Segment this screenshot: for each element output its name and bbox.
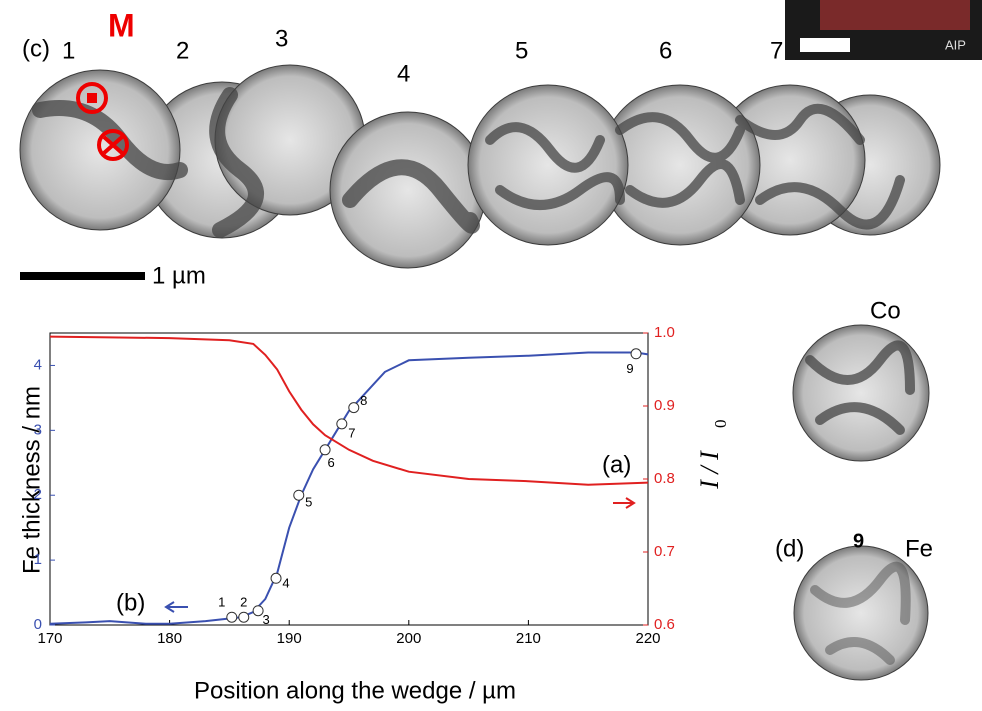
image-label: 6 [659, 37, 672, 64]
marker [252, 605, 264, 617]
domain [735, 103, 905, 230]
magnetization-symbols [76, 82, 129, 161]
marker [226, 611, 238, 623]
marker [336, 418, 348, 430]
y2-tick-label: 0.6 [654, 616, 675, 633]
marker [270, 572, 282, 584]
fe-index: 9 [853, 530, 864, 552]
annotation: (a) [602, 451, 631, 478]
scale-bar-label: 1 µm [152, 262, 206, 289]
marker-label: 3 [262, 612, 269, 627]
marker-label: 4 [282, 576, 289, 591]
image-label: 2 [176, 37, 189, 64]
domain [805, 340, 915, 435]
y2-tick-label: 0.7 [654, 543, 675, 560]
marker-label: 6 [327, 455, 334, 470]
marker [630, 348, 642, 360]
x-tick-label: 170 [37, 630, 62, 647]
x-tick-label: 200 [396, 630, 421, 647]
y-tick-label: 4 [34, 356, 42, 373]
journal: AIP [945, 37, 966, 52]
image-label: 3 [275, 25, 288, 52]
marker-label: 2 [240, 595, 247, 610]
scale-bar [20, 272, 145, 280]
marker [238, 611, 250, 623]
domain [209, 87, 264, 238]
x-tick-label: 180 [157, 630, 182, 647]
marker [293, 489, 305, 501]
panel-label: (c) [22, 35, 50, 62]
series-line [49, 351, 649, 625]
domain [810, 561, 911, 665]
y-tick-label: 2 [34, 486, 42, 503]
marker-label: 7 [348, 425, 355, 440]
marker-label: 1 [218, 595, 225, 610]
image-label: 5 [515, 37, 528, 64]
marker-label: 8 [360, 393, 367, 408]
marker-label: 5 [305, 495, 312, 510]
series-line [49, 335, 649, 486]
arrow [164, 601, 188, 613]
barcode [800, 38, 850, 52]
arrow [613, 497, 636, 509]
x-axis-title: Position along the wedge / µm [194, 677, 516, 704]
x-tick-label: 210 [516, 630, 541, 647]
y-tick-label: 1 [34, 551, 42, 568]
image-label: 7 [770, 37, 783, 64]
plot-frame [49, 332, 649, 626]
x-tick-label: 220 [635, 630, 660, 647]
image-5 [467, 84, 629, 246]
domain [342, 159, 480, 234]
thumbnail-image [820, 0, 970, 30]
y2-axis-title: I / I [695, 450, 724, 490]
dot [87, 93, 97, 103]
image-fe [793, 545, 929, 681]
image-label: 1 [62, 37, 75, 64]
annotation: (b) [116, 589, 145, 616]
y-tick-label: 3 [34, 421, 42, 438]
co-label: Co [870, 297, 901, 324]
y-tick-label: 0 [34, 616, 42, 633]
marker-label: 9 [626, 361, 633, 376]
out-of-plane-down [97, 129, 129, 161]
marker [348, 402, 360, 414]
y2-tick-label: 0.9 [654, 397, 675, 414]
y2-tick-label: 0.8 [654, 470, 675, 487]
fe-label: Fe [905, 535, 933, 562]
y2-axis-title-sub: 0 [711, 420, 730, 429]
mark-label: M [108, 7, 135, 43]
out-of-plane-up [76, 82, 108, 114]
cross [102, 135, 124, 155]
domain [485, 122, 625, 210]
chart: Position along the wedge / µm Fe thickne… [18, 324, 730, 704]
panel-label: (d) [775, 535, 804, 562]
image-label: 4 [397, 60, 410, 87]
marker [319, 444, 331, 456]
images [19, 64, 941, 681]
domain [615, 112, 745, 208]
y2-tick-label: 1.0 [654, 324, 675, 341]
x-tick-label: 190 [277, 630, 302, 647]
y-axis-title: Fe thickness / nm [18, 386, 45, 574]
